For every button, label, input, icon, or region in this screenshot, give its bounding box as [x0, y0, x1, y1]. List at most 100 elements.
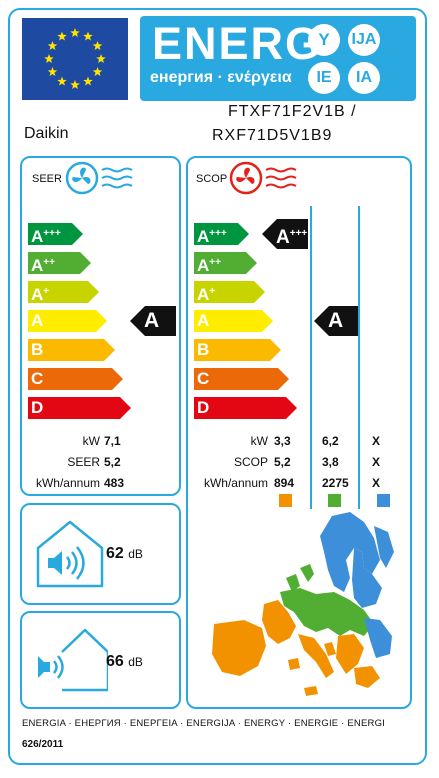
model-line-2: RXF71D5V1B9	[212, 127, 333, 144]
heating-panel	[186, 156, 412, 709]
lang-badge-ie: IE	[316, 69, 332, 86]
heating-kw-label: kW	[250, 434, 268, 448]
cooling-class-label: A+	[31, 282, 50, 303]
heating-class-label: A++	[197, 253, 221, 275]
indoor-unit-speaker-icon	[36, 520, 104, 588]
footer-regulation: 626/2011	[22, 739, 64, 750]
outdoor-noise-unit: dB	[128, 655, 143, 669]
heating-class-bar: B	[194, 339, 281, 361]
lang-badge-ija: IJA	[351, 31, 377, 48]
heating-class-letter: A	[197, 285, 210, 304]
heating-class-letter: A	[328, 309, 344, 332]
cooling-class-letter: A	[31, 256, 44, 275]
cooling-class-letter: A	[31, 227, 44, 246]
heating-class-bar: A++	[194, 252, 257, 274]
cooling-class-letter: A	[144, 309, 160, 332]
fan-sun-icon	[229, 161, 297, 195]
eu-star-icon	[44, 54, 54, 64]
heating-reference-class: A+++	[276, 222, 307, 250]
heating-scop-zone3: X	[372, 455, 381, 469]
label-frame	[8, 8, 427, 765]
eu-star-icon	[57, 31, 67, 41]
heating-class-label: A	[197, 311, 209, 331]
eu-star-icon	[96, 54, 106, 64]
outdoor-noise-level: 66 dB	[106, 652, 143, 672]
eu-flag-icon	[22, 18, 128, 100]
cooling-class-bar: A+	[28, 281, 99, 303]
scop-title: SCOP	[196, 173, 228, 185]
cooling-class-bar: A++	[28, 252, 91, 274]
cooling-class-plus: +++	[43, 228, 61, 239]
cooling-kw-value: 7,1	[104, 434, 121, 448]
heating-class-letter: D	[197, 398, 210, 417]
heating-kwh-label: kWh/annum	[203, 476, 268, 490]
lang-badge-ia: IA	[356, 69, 372, 86]
cooling-seer-value: 5,2	[104, 455, 121, 469]
zone-average-square	[328, 494, 341, 507]
cooling-class-arrow	[130, 306, 176, 336]
zone-warmer-square	[279, 494, 292, 507]
heating-reference-sup: +++	[289, 228, 308, 239]
heating-kwh-zone1: 894	[274, 476, 295, 490]
europe-climate-map-icon	[212, 512, 394, 696]
column-divider-2	[358, 206, 360, 509]
heating-reference-arrow	[262, 219, 308, 249]
heating-class-label: C	[197, 369, 209, 389]
heating-class-bar: C	[194, 368, 289, 390]
cooling-class-label: B	[31, 340, 43, 360]
heating-kwh-zone3: X	[372, 476, 381, 490]
heating-class-bar: A	[194, 310, 273, 332]
heating-class-label: B	[197, 340, 209, 360]
heating-scop-label: SCOP	[233, 455, 268, 469]
cooling-class-bar: A	[28, 310, 107, 332]
heating-class-bar: A+++	[194, 223, 249, 245]
cooling-kw-label: kW	[82, 434, 100, 448]
indoor-noise-value: 62	[106, 545, 124, 562]
cooling-kwh-value: 483	[104, 476, 125, 490]
outdoor-unit-speaker-icon	[38, 628, 108, 692]
eu-star-icon	[83, 31, 93, 41]
eu-star-icon	[70, 80, 80, 90]
lang-badge-y: Y	[318, 30, 330, 49]
heating-kwh-zone2: 2275	[322, 476, 349, 490]
fan-snowflake-icon	[65, 161, 133, 195]
cooling-class-bar: C	[28, 368, 123, 390]
cooling-class-label: D	[31, 398, 43, 418]
cooling-class-letter: A	[31, 311, 44, 330]
supplier-name: Daikin	[24, 125, 69, 142]
eu-star-icon	[83, 76, 93, 86]
cooling-class-label: A++	[31, 253, 55, 275]
outdoor-noise-panel	[20, 611, 181, 709]
language-badges	[308, 24, 380, 94]
heating-kw-zone1: 3,3	[274, 434, 291, 448]
cooling-class-bar: A+++	[28, 223, 83, 245]
outdoor-noise-value: 66	[106, 653, 124, 670]
heating-kw-zone2: 6,2	[322, 434, 339, 448]
cooling-class-letter: B	[31, 340, 44, 359]
heating-class-bar: A+	[194, 281, 265, 303]
heating-kw-zone3: X	[372, 434, 381, 448]
heating-scop-zone1: 5,2	[274, 455, 291, 469]
cooling-class-bar: D	[28, 397, 131, 419]
energy-word: ENERG	[152, 18, 323, 69]
cooling-class-plus: ++	[43, 257, 55, 268]
cooling-class-letter: D	[31, 398, 44, 417]
indoor-noise-level: 62 dB	[106, 544, 143, 564]
cooling-class-label: A	[31, 311, 43, 331]
cooling-panel	[20, 156, 181, 496]
indoor-noise-unit: dB	[128, 547, 143, 561]
eu-star-icon	[57, 76, 67, 86]
heating-reference-letter: A	[276, 227, 290, 248]
heating-class-letter: A	[197, 256, 210, 275]
cooling-class-plus: +	[43, 286, 50, 297]
cooling-class-label: C	[31, 369, 43, 389]
model-line-1: FTXF71F2V1B /	[228, 103, 357, 120]
heating-class-label: A+	[197, 282, 215, 304]
heating-class-letter: A	[197, 311, 210, 330]
cooling-class-bar: B	[28, 339, 115, 361]
heating-class-label: D	[197, 398, 209, 418]
heating-class-plus: +++	[209, 228, 227, 239]
heating-class-letter: C	[197, 369, 210, 388]
cooling-class-label: A+++	[31, 224, 61, 246]
